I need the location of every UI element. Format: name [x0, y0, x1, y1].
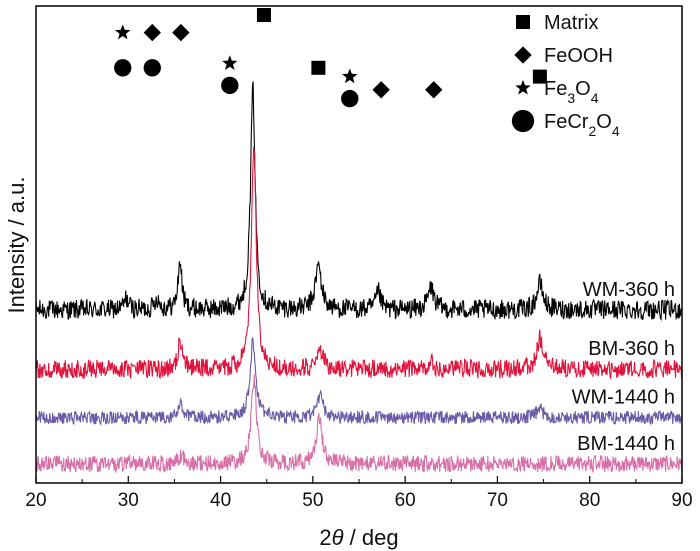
- y-axis-label: Intensity / a.u.: [4, 177, 29, 314]
- peak-marker-square-14: [532, 69, 547, 84]
- x-tick-label-80: 80: [579, 490, 600, 511]
- x-tick-label-70: 70: [487, 490, 508, 511]
- series-line-4: [35, 374, 683, 474]
- x-axis-label: 2θ / deg: [319, 525, 398, 550]
- peak-marker-diamond-12: [372, 81, 390, 99]
- x-tick-label-40: 40: [210, 490, 231, 511]
- peak-marker-star-7: [222, 55, 238, 70]
- peak-marker-star-10: [342, 68, 358, 84]
- peak-marker-diamond-3: [143, 23, 161, 42]
- series-traces: [35, 81, 683, 474]
- legend-marker-square: [516, 15, 530, 29]
- x-axis-ticks: 20 30 40 50 60 70 80 90: [25, 476, 693, 511]
- series-label-3: WM-1440 h: [572, 387, 675, 409]
- series-label-2: BM-360 h: [588, 338, 675, 360]
- x-axis-label-symbol: 2: [319, 525, 331, 550]
- legend-marker-diamond: [514, 46, 532, 64]
- legend-marker-star: [515, 79, 531, 95]
- series-label-4: BM-1440 h: [577, 433, 675, 455]
- peak-marker-diamond-13: [425, 81, 443, 99]
- x-axis-label-theta: θ: [332, 525, 344, 550]
- series-label-1: WM-360 h: [583, 279, 675, 301]
- peak-marker-square-1: [256, 8, 271, 22]
- peak-marker-circle-6: [143, 59, 161, 77]
- x-tick-label-20: 20: [25, 490, 46, 511]
- peak-markers: [114, 8, 547, 108]
- legend: Matrix FeOOH Fe3O4 FeCr2O4: [511, 12, 620, 139]
- legend-label-1: Matrix: [544, 12, 598, 34]
- legend-label-2: FeOOH: [544, 45, 613, 67]
- peak-marker-square-9: [311, 60, 326, 75]
- peak-marker-star-2: [115, 24, 131, 40]
- x-tick-label-50: 50: [302, 490, 323, 511]
- legend-label-3: Fe3O4: [544, 78, 599, 106]
- peak-marker-circle-8: [221, 76, 239, 95]
- series-labels: WM-360 h BM-360 h WM-1440 h BM-1440 h: [572, 279, 675, 455]
- series-line-1: [35, 81, 682, 321]
- peak-marker-diamond-4: [172, 23, 190, 42]
- x-tick-label-60: 60: [395, 490, 416, 511]
- peak-marker-circle-11: [341, 89, 359, 108]
- legend-label-4: FeCr2O4: [544, 111, 620, 139]
- x-tick-label-90: 90: [671, 490, 692, 511]
- x-tick-label-30: 30: [118, 490, 139, 511]
- x-axis-label-unit: / deg: [344, 525, 399, 550]
- series-line-2: [35, 147, 683, 380]
- series-line-3: [35, 337, 683, 426]
- peak-marker-circle-5: [114, 59, 132, 77]
- legend-marker-circle: [511, 109, 535, 133]
